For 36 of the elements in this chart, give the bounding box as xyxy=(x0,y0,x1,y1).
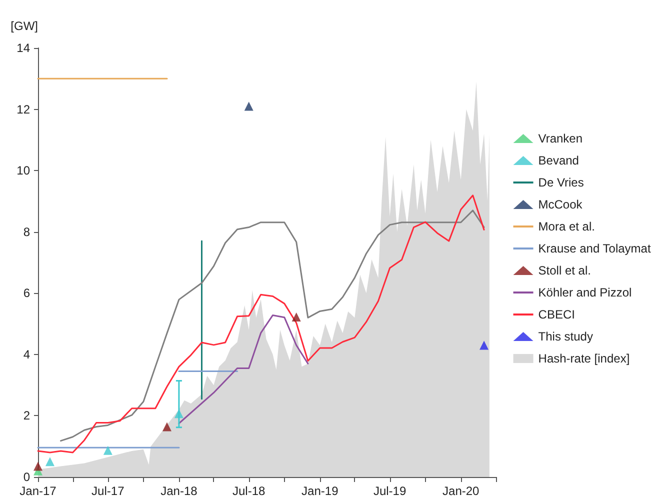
y-tick-label: 14 xyxy=(16,41,30,55)
legend-label: Hash-rate [index] xyxy=(538,352,630,366)
point xyxy=(162,422,172,432)
legend-label: Mora et al. xyxy=(538,220,595,234)
x-tick-label: Jul-19 xyxy=(373,484,406,497)
legend-label: Vranken xyxy=(538,132,583,146)
y-tick-label: 2 xyxy=(23,408,30,423)
legend-label: Bevand xyxy=(538,154,579,168)
x-tick-label: Jan-19 xyxy=(302,484,339,497)
point xyxy=(292,312,301,322)
line-series xyxy=(178,314,309,424)
x-tick-label: Jan-20 xyxy=(442,484,480,497)
x-tick-label: Jul-17 xyxy=(92,484,125,497)
y-tick-label: 4 xyxy=(23,347,30,362)
y-tick-label: 10 xyxy=(16,164,30,178)
y-tick-label: 6 xyxy=(23,286,30,300)
point xyxy=(480,340,489,350)
y-tick-label: 0 xyxy=(23,470,30,484)
point xyxy=(174,409,184,418)
point xyxy=(45,457,54,466)
y-tick-label: 8 xyxy=(23,224,30,239)
legend-label: Krause and Tolaymat xyxy=(538,242,652,256)
x-tick-label: Jul-18 xyxy=(232,484,266,497)
legend-label: McCook xyxy=(538,198,584,212)
point xyxy=(103,446,112,455)
legend-label: This study xyxy=(538,330,593,344)
legend-label: Stoll et al. xyxy=(538,264,591,278)
legend-label: CBECI xyxy=(538,308,575,322)
legend-label: Köhler and Pizzol xyxy=(538,286,632,300)
x-tick-label: Jan-17 xyxy=(20,484,57,497)
x-tick-label: Jan-18 xyxy=(160,484,198,497)
point xyxy=(244,102,254,111)
point xyxy=(34,462,42,471)
legend-label: De Vries xyxy=(538,176,584,190)
y-tick-label: 12 xyxy=(16,102,30,116)
y-axis-title: [GW] xyxy=(10,19,38,33)
